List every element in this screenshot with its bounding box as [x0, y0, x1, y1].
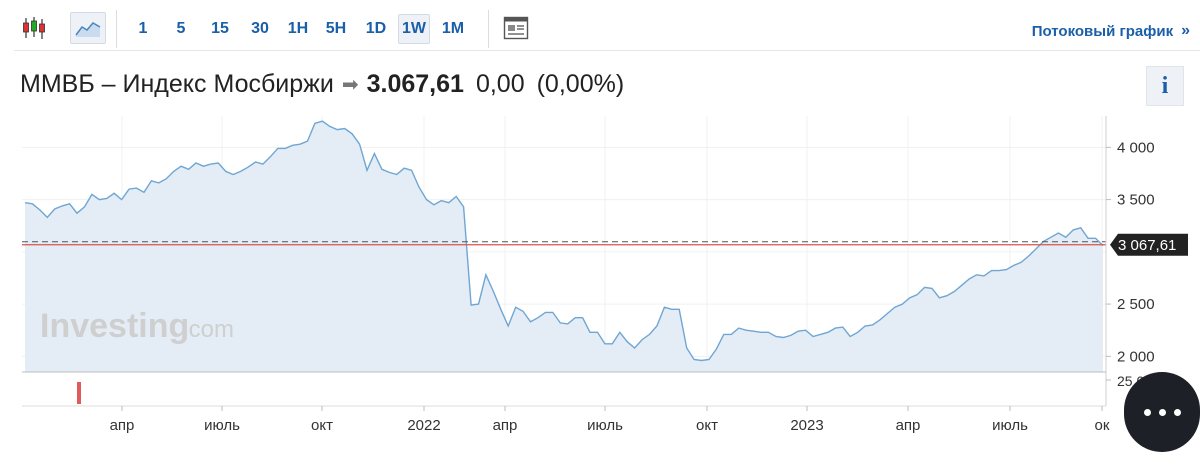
more-options-button[interactable]	[1124, 372, 1200, 452]
x-axis-ticks: апр июль окт 2022 апр июль окт 2023 апр июль ок	[110, 406, 1110, 434]
x-tick-label: июль	[204, 417, 240, 434]
timeframe-5h[interactable]: 5H	[325, 20, 347, 37]
streaming-chart-link[interactable]: Потоковый график »	[1032, 16, 1190, 46]
instrument-header: ММВБ – Индекс Мосбиржи ➡ 3.067,61 0,00 (…	[20, 62, 624, 106]
price-tag-label: 3 067,61	[1118, 237, 1176, 254]
x-tick-label: 2023	[790, 417, 823, 434]
y-axis-ticks: 2 000 2 500 3 500 4 000	[1106, 139, 1155, 365]
x-tick-label: апр	[896, 417, 921, 434]
x-tick-label: июль	[587, 417, 623, 434]
chart-toolbar: 1 5 15 30 1H 5H 1D 1W 1M Потоковый графи…	[14, 8, 1200, 51]
dot-icon	[1143, 408, 1151, 416]
dot-icon	[1158, 408, 1166, 416]
current-price-tag: 3 067,61	[1110, 233, 1188, 256]
y-tick-label: 4 000	[1117, 139, 1155, 156]
y-tick-label: 2 500	[1117, 296, 1155, 313]
candlestick-chart-icon[interactable]	[18, 12, 50, 44]
y-tick-label: 2 000	[1117, 348, 1155, 365]
price-change: 0,00	[475, 69, 525, 98]
x-tick-label: ок	[1095, 417, 1110, 434]
series-line	[24, 120, 1104, 362]
series-area	[25, 121, 1103, 372]
last-price: 3.067,61	[366, 69, 464, 98]
investing-watermark: Investing.com	[40, 307, 234, 345]
x-tick-label: апр	[493, 417, 518, 434]
x-tick-label: апр	[110, 417, 135, 434]
timeframe-1d[interactable]: 1D	[365, 20, 387, 37]
chart-axes	[22, 116, 1107, 407]
volume-bar	[77, 382, 81, 404]
volume-pane: 25,0	[77, 373, 1144, 404]
dot-icon	[1173, 408, 1181, 416]
timeframe-1w[interactable]: 1W	[398, 14, 430, 44]
info-button[interactable]: i	[1146, 66, 1184, 106]
timeframe-1[interactable]: 1	[138, 20, 148, 37]
x-tick-label: 2022	[407, 417, 440, 434]
price-tag-background	[1110, 233, 1188, 256]
timeframe-15[interactable]: 15	[211, 20, 229, 37]
x-tick-label: июль	[992, 417, 1028, 434]
area-chart-icon[interactable]	[70, 12, 106, 44]
instrument-title: ММВБ – Индекс Мосбиржи	[20, 69, 334, 98]
x-tick-label: окт	[696, 417, 718, 434]
news-panel-icon[interactable]	[500, 12, 532, 44]
watermark-brand: Investing	[40, 307, 189, 345]
timeframe-1m[interactable]: 1M	[441, 20, 465, 37]
streaming-chart-label: Потоковый график	[1031, 22, 1174, 40]
y-tick-label: 3 500	[1117, 192, 1155, 209]
timeframe-1h[interactable]: 1H	[287, 20, 309, 37]
toolbar-divider	[116, 10, 117, 48]
x-tick-label: окт	[311, 417, 333, 434]
timeframe-30[interactable]: 30	[251, 20, 269, 37]
price-change-percent: (0,00%)	[536, 69, 625, 98]
arrow-right-icon: ➡	[341, 73, 359, 96]
double-chevron-right-icon: »	[1181, 22, 1190, 39]
toolbar-divider	[488, 10, 489, 48]
timeframe-5[interactable]: 5	[176, 20, 186, 37]
watermark-suffix: .com	[182, 316, 234, 343]
